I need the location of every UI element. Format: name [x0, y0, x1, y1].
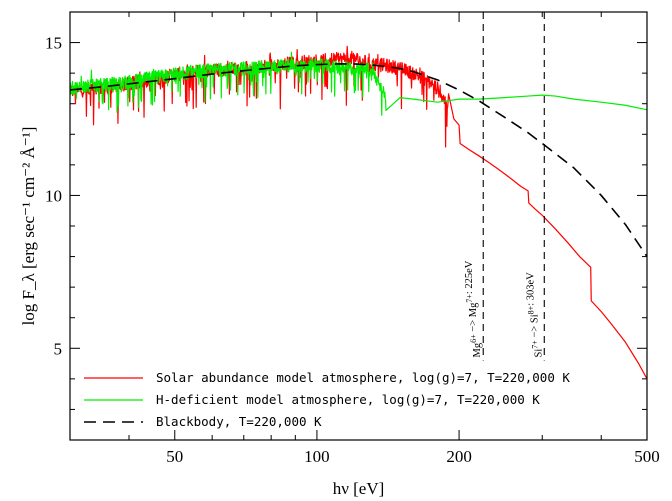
x-tick-label: 200 [446, 447, 472, 466]
x-tick-label: 50 [166, 447, 183, 466]
y-tick-label: 15 [45, 34, 62, 53]
x-axis-label: hν [eV] [333, 479, 385, 498]
y-axis-label: log F_λ [erg sec⁻¹ cm⁻² Å⁻¹] [19, 127, 38, 326]
series-line [70, 63, 647, 258]
legend: Solar abundance model atmosphere, log(g)… [84, 370, 570, 429]
plot-frame [69, 11, 648, 441]
series-line [70, 51, 647, 116]
y-tick-label: 5 [54, 339, 63, 358]
x-tick-label: 100 [304, 447, 330, 466]
legend-label: Solar abundance model atmosphere, log(g)… [156, 370, 570, 385]
transition-lines: Mg6+ −> Mg7+: 225eV Si7+ −> Si8+: 303eV [464, 12, 545, 361]
legend-label: H-deficient model atmosphere, log(g)=7, … [156, 392, 540, 407]
series-group [70, 45, 647, 380]
transition-label: Mg6+ −> Mg7+: 225eV [464, 260, 483, 357]
x-tick-label: 500 [634, 447, 660, 466]
transition-label: Si7+ −> Si8+: 303eV [525, 272, 544, 358]
series-line [70, 45, 647, 380]
legend-label: Blackbody, T=220,000 K [156, 414, 322, 429]
axis-labels: 50 100 200 500 5 10 15 hν [eV] log F_λ [erg sec⁻… [19, 34, 660, 498]
y-tick-label: 10 [45, 186, 62, 205]
